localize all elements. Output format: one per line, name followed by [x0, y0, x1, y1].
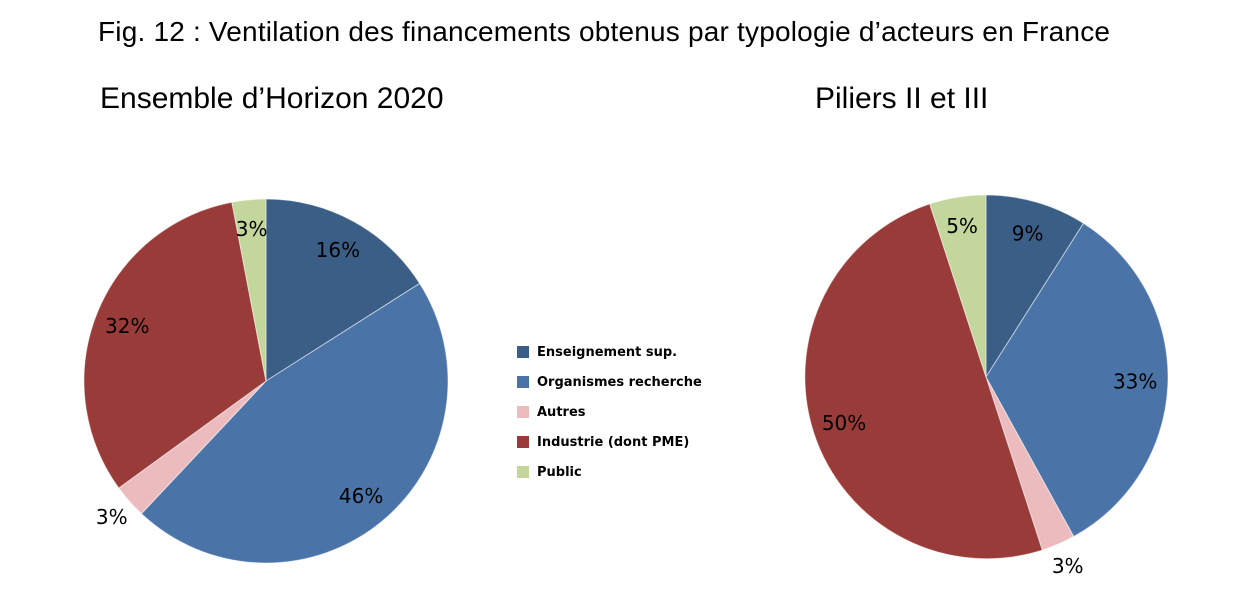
legend-label: Public	[537, 464, 582, 480]
legend-swatch-icon	[517, 406, 529, 418]
pie-chart-ensemble: 16% 46% 3% 32% 3%	[83, 198, 449, 564]
pie-slice-enseignement-sup	[985, 194, 1085, 379]
legend-swatch-icon	[517, 436, 529, 448]
legend-item-organismes-recherche: Organismes recherche	[517, 367, 702, 397]
pie-data-label-enseignement-sup: 16%	[316, 238, 360, 262]
pie-slice-organismes-recherche	[140, 282, 449, 564]
legend-item-autres: Autres	[517, 397, 702, 427]
legend-label: Autres	[537, 404, 586, 420]
pie-data-label-organismes-recherche: 33%	[1113, 370, 1157, 394]
legend-swatch-icon	[517, 376, 529, 388]
chart-legend: Enseignement sup. Organismes recherche Aut…	[517, 337, 702, 487]
pie-title-ensemble: Ensemble d’Horizon 2020	[100, 82, 444, 115]
pie-data-label-autres: 3%	[96, 505, 128, 529]
legend-swatch-icon	[517, 346, 529, 358]
legend-swatch-icon	[517, 466, 529, 478]
pie-slice-enseignement-sup	[265, 198, 421, 382]
pie-slice-industrie-dont-pme	[83, 201, 267, 489]
pie-slice-public	[231, 198, 267, 382]
figure-title: Fig. 12 : Ventilation des financements o…	[98, 16, 1111, 47]
pie-data-label-public: 5%	[946, 214, 978, 238]
pie-slice-organismes-recherche	[985, 222, 1169, 538]
pie-data-label-enseignement-sup: 9%	[1012, 222, 1044, 246]
pie-slice-public	[929, 194, 987, 378]
pie-data-label-industrie-dont-pme: 32%	[105, 314, 149, 338]
pie-slice-industrie-dont-pme	[804, 203, 1043, 560]
legend-item-enseignement-sup: Enseignement sup.	[517, 337, 702, 367]
legend-label: Organismes recherche	[537, 374, 702, 390]
pie-data-label-organismes-recherche: 46%	[339, 484, 383, 508]
legend-item-public: Public	[517, 457, 702, 487]
legend-item-industrie-dont-pme: Industrie (dont PME)	[517, 427, 702, 457]
pie-chart-piliers: 9% 33% 3% 50% 5%	[804, 194, 1169, 578]
legend-label: Industrie (dont PME)	[537, 434, 690, 450]
pie-data-label-public: 3%	[236, 217, 268, 241]
pie-title-piliers: Piliers II et III	[815, 82, 989, 115]
pie-data-label-industrie-dont-pme: 50%	[822, 411, 866, 435]
legend-label: Enseignement sup.	[537, 344, 678, 360]
pie-data-label-autres: 3%	[1052, 554, 1084, 578]
